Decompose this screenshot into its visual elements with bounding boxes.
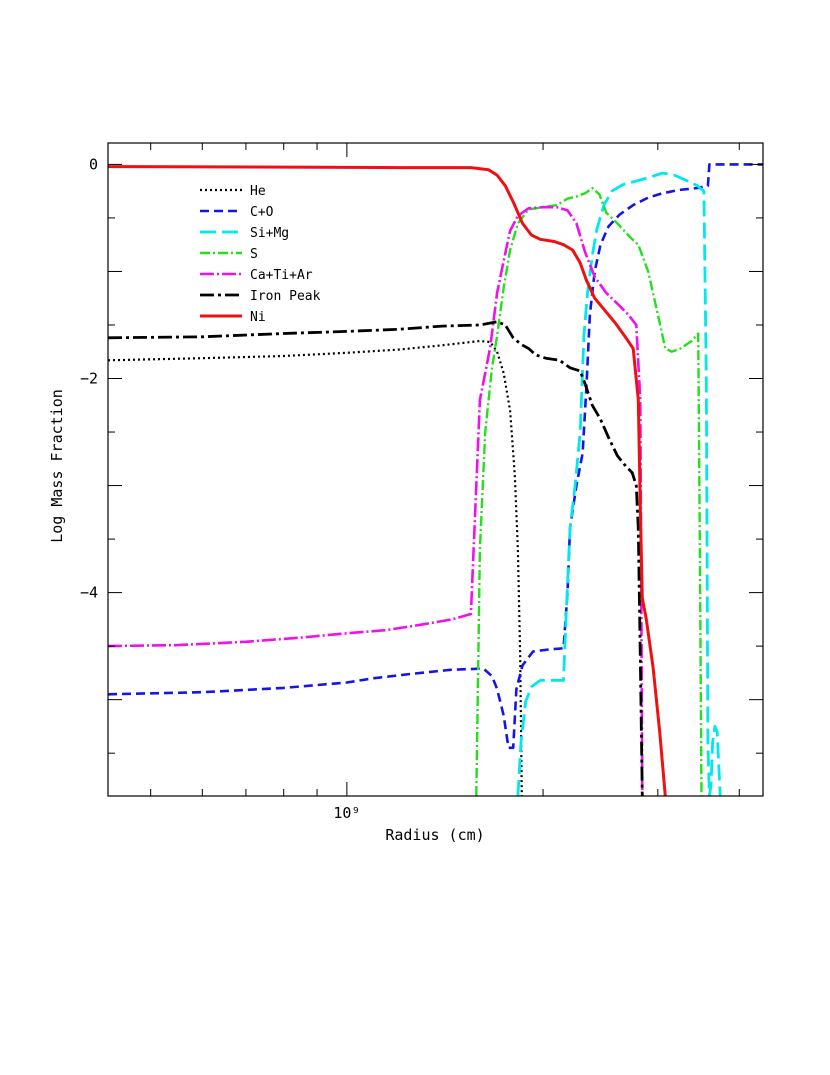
series-line-iron-peak	[108, 320, 644, 796]
series-line-ca-ti-ar	[108, 205, 644, 796]
x-axis-title: Radius (cm)	[385, 826, 484, 844]
legend-label: C+O	[250, 205, 274, 220]
series-line-he	[108, 339, 523, 796]
axis-ticks	[108, 143, 763, 796]
series-line-si-mg	[516, 171, 722, 796]
series-layer	[108, 163, 763, 796]
y-axis-title: Log Mass Fraction	[48, 389, 66, 543]
series-line-c-o	[108, 163, 763, 750]
y-tick-label: −4	[80, 584, 98, 602]
legend-label: Ca+Ti+Ar	[250, 268, 313, 283]
legend-label: Iron Peak	[250, 289, 321, 304]
axis-tick-labels: 0 −2 −4 10⁹	[80, 155, 360, 822]
x-tick-label: 10⁹	[333, 804, 360, 822]
plot-frame	[107, 142, 764, 797]
series-line-ni	[108, 165, 667, 796]
legend-label: S	[250, 247, 258, 262]
legend-label: He	[250, 184, 266, 199]
legend: He C+O Si+Mg S Ca+Ti+Ar Iron Peak Ni	[200, 184, 321, 325]
y-tick-label: 0	[89, 155, 98, 173]
legend-label: Si+Mg	[250, 226, 289, 241]
legend-label: Ni	[250, 310, 266, 325]
y-tick-label: −2	[80, 370, 98, 388]
series-line-s	[475, 186, 703, 796]
